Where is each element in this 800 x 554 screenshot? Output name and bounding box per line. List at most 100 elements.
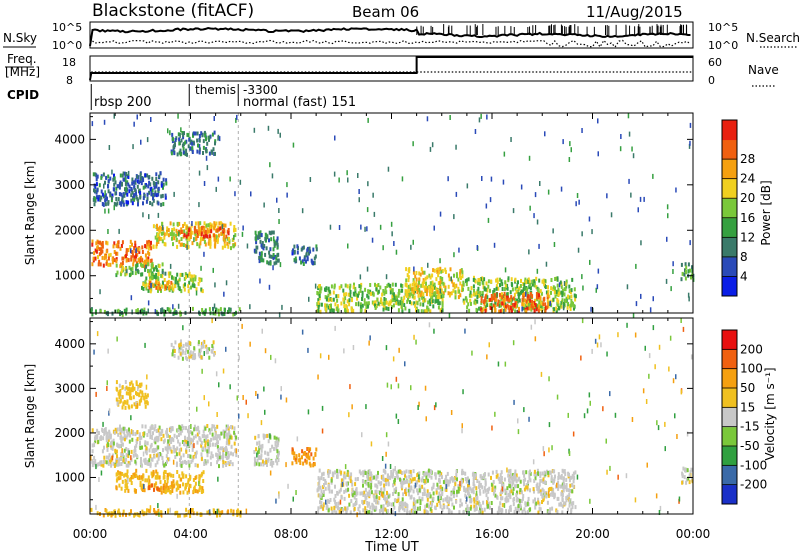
velocity-speck: [349, 384, 351, 390]
velocity-cell: [163, 463, 166, 468]
velocity-cell: [177, 428, 180, 432]
power-speck: [347, 177, 349, 183]
power-cell: [158, 225, 161, 230]
power-cell: [444, 267, 447, 272]
power-cell: [135, 254, 138, 259]
velocity-cell: [180, 447, 183, 452]
power-cell: [103, 309, 106, 314]
velocity-cell: [157, 508, 160, 513]
velocity-cell: [407, 488, 410, 493]
power-cell: [133, 197, 136, 202]
power-cell: [109, 193, 112, 198]
power-cell: [152, 224, 155, 229]
velocity-cell: [208, 440, 211, 445]
velocity-cell: [230, 451, 232, 456]
velocity-cell: [568, 488, 570, 493]
power-cell: [548, 302, 551, 307]
power-cell: [189, 277, 192, 282]
velocity-cell: [101, 429, 104, 433]
velocity-cell: [226, 435, 229, 440]
power-cell: [186, 273, 189, 278]
power-cell: [107, 174, 110, 179]
velocity-cell: [157, 428, 160, 433]
velocity-cell: [225, 424, 228, 429]
power-speck: [173, 191, 175, 197]
velocity-cell: [479, 506, 481, 511]
power-cell: [157, 201, 160, 206]
power-cell: [325, 297, 328, 302]
power-cell: [100, 250, 103, 255]
velocity-cell: [224, 454, 227, 459]
power-cell: [271, 230, 274, 235]
power-cell: [519, 284, 522, 288]
velocity-cell: [191, 431, 194, 436]
velocity-cell: [523, 487, 526, 492]
velocity-cell: [317, 484, 320, 489]
velocity-cell: [216, 434, 219, 439]
power-cell: [147, 262, 150, 267]
power-cell: [182, 224, 185, 228]
power-cell: [107, 183, 110, 188]
velocity-cell: [184, 351, 187, 355]
power-cell: [423, 285, 426, 290]
power-cell: [161, 221, 164, 226]
velocity-cell: [145, 468, 148, 473]
power-cell: [145, 264, 148, 269]
power-cell: [155, 267, 158, 272]
power-cell: [498, 303, 501, 308]
power-speck: [213, 303, 216, 309]
power-cell: [217, 308, 220, 313]
velocity-cell: [505, 499, 508, 504]
power-cell: [155, 242, 158, 247]
velocity-cell: [375, 500, 377, 505]
velocity-cell: [120, 457, 122, 461]
power-cell: [436, 299, 438, 304]
power-cell: [147, 282, 150, 287]
velocity-cell: [322, 506, 325, 511]
power-cell: [345, 305, 348, 310]
velocity-cell: [355, 488, 357, 493]
power-cell: [531, 282, 534, 287]
velocity-cell: [328, 489, 331, 494]
velocity-cell: [211, 432, 214, 437]
velocity-cell: [148, 486, 151, 490]
velocity-speck: [269, 470, 272, 476]
velocity-cell: [462, 470, 465, 475]
velocity-cell: [144, 478, 147, 483]
power-cell: [559, 303, 562, 308]
power-cell: [144, 279, 147, 284]
velocity-cell: [154, 437, 156, 442]
power-cell: [408, 267, 411, 271]
velocity-cell: [351, 493, 354, 498]
power-cell: [484, 294, 487, 299]
velocity-cell: [392, 492, 394, 496]
power-cell: [156, 281, 159, 285]
power-cell: [178, 137, 181, 142]
velocity-cell: [437, 470, 440, 475]
power-region-3: [115, 262, 167, 278]
power-cell: [189, 229, 192, 234]
power-cell: [375, 287, 378, 292]
power-cell: [439, 308, 442, 313]
power-cell: [217, 233, 220, 238]
power-cell: [234, 233, 237, 238]
power-cell: [255, 237, 258, 242]
power-cell: [125, 248, 128, 253]
velocity-cell: [366, 501, 369, 505]
power-speck: [276, 197, 278, 203]
velocity-speck: [96, 331, 99, 337]
velocity-speck: [433, 328, 435, 334]
power-speck: [359, 274, 362, 280]
velocity-cell: [325, 505, 328, 510]
velocity-speck: [321, 428, 324, 434]
power-cell: [200, 226, 203, 230]
velocity-cell: [160, 432, 163, 436]
velocity-cell: [254, 435, 257, 440]
power-cell: [382, 289, 385, 293]
power-cell: [224, 244, 227, 249]
velocity-cell: [403, 478, 405, 483]
velocity-cell: [460, 479, 463, 484]
power-cell: [191, 150, 194, 154]
power-speck: [643, 196, 645, 202]
